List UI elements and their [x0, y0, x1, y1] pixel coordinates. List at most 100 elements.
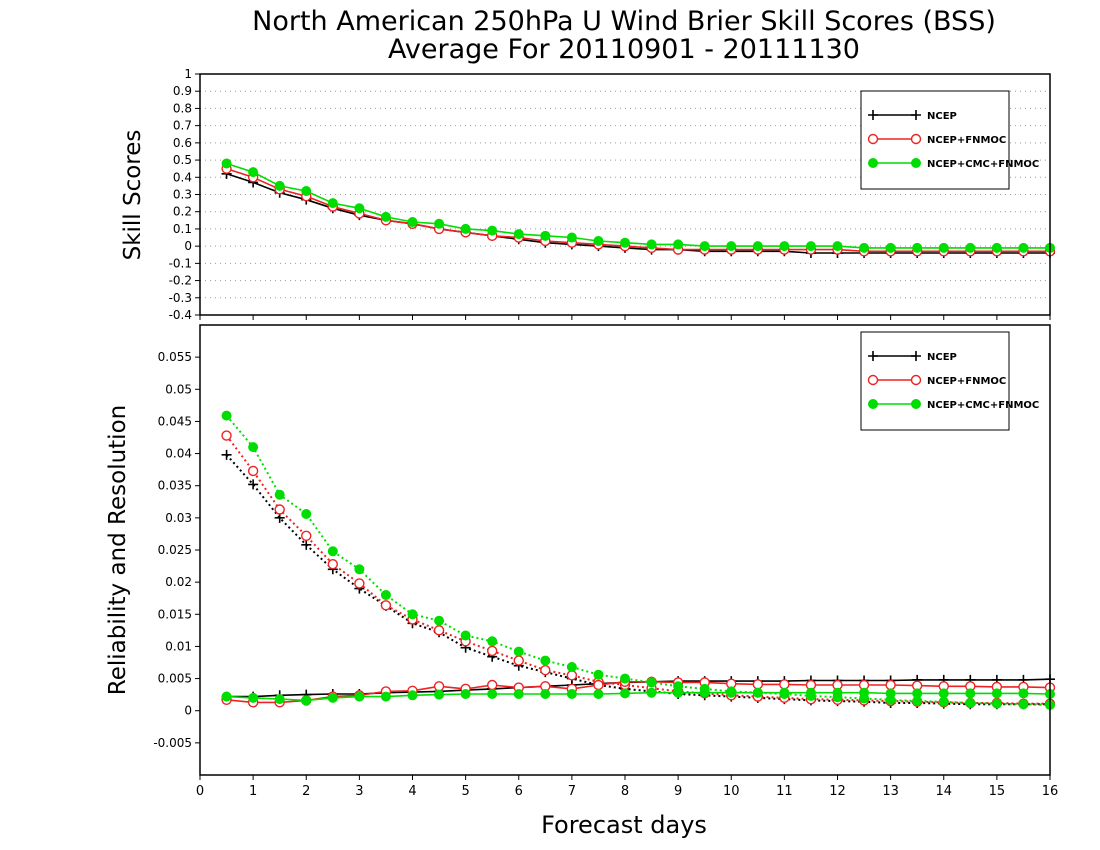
bottom-y-tick-label: 0.015 [158, 607, 192, 621]
top-point-ncep-cmc-fnmoc [938, 242, 949, 253]
top-y-tick-label: -0.3 [169, 291, 192, 305]
bottom-point-ncep-fnmoc-reliability [779, 679, 790, 690]
bottom-point-ncep-cmc-fnmoc-resolution [593, 669, 604, 680]
top-point-ncep-cmc-fnmoc [991, 242, 1002, 253]
bottom-point-ncep-cmc-fnmoc-reliability [274, 694, 285, 705]
bottom-point-ncep-cmc-fnmoc-reliability [620, 688, 630, 699]
bottom-point-ncep-cmc-fnmoc-reliability [460, 689, 471, 699]
bottom-y-tick-label: 0.045 [158, 414, 192, 428]
bottom-point-ncep-cmc-fnmoc-resolution [991, 698, 1002, 709]
bottom-y-tick-label: 0.005 [158, 672, 192, 686]
bottom-point-ncep-cmc-fnmoc-reliability [885, 688, 896, 699]
bottom-y-tick-label: 0.055 [158, 350, 192, 364]
bottom-point-ncep-fnmoc-resolution [486, 645, 498, 657]
top-point-ncep-cmc-fnmoc [593, 235, 604, 246]
top-legend-label: NCEP [927, 111, 957, 122]
bottom-point-ncep-cmc-fnmoc-reliability [566, 689, 577, 699]
top-legend-marker [867, 133, 879, 145]
bottom-y-tick-label: 0.03 [165, 511, 192, 525]
bottom-point-ncep-cmc-fnmoc-reliability [248, 692, 259, 703]
top-point-ncep-cmc-fnmoc [327, 198, 338, 209]
top-point-ncep-cmc-fnmoc [566, 232, 577, 243]
x-tick-label: 13 [882, 784, 899, 799]
bottom-y-tick-label: -0.005 [153, 736, 192, 750]
bottom-point-ncep-fnmoc-reliability [752, 679, 764, 690]
bottom-legend-label: NCEP+FNMOC [927, 376, 1006, 387]
bottom-point-ncep-cmc-fnmoc-reliability [354, 691, 365, 702]
bottom-point-ncep-fnmoc-resolution [301, 530, 312, 542]
x-tick-label: 11 [776, 784, 793, 799]
bottom-point-ncep-cmc-fnmoc-resolution [407, 609, 418, 620]
bottom-point-ncep-cmc-fnmoc-reliability [646, 687, 657, 698]
top-y-tick-label: 0.2 [173, 205, 192, 219]
bottom-point-ncep-fnmoc-reliability [593, 679, 604, 691]
bottom-point-ncep-cmc-fnmoc-reliability [938, 688, 949, 699]
bottom-point-ncep-cmc-fnmoc-reliability [327, 692, 338, 703]
bottom-y-tick-label: 0.04 [165, 447, 192, 461]
top-legend-marker [911, 110, 921, 120]
bottom-point-ncep-cmc-fnmoc-reliability [805, 687, 816, 698]
x-tick-label: 9 [674, 784, 682, 799]
x-tick-label: 14 [935, 784, 952, 799]
bottom-legend-marker [911, 399, 921, 409]
bottom-legend: NCEP NCEP+FNMOC NCEP+CMC+FNMOC [860, 331, 1039, 431]
top-y-tick-label: 0.9 [173, 84, 192, 98]
top-plot-frame [199, 73, 1051, 316]
bottom-point-ncep-cmc-fnmoc-resolution [354, 564, 365, 575]
bottom-point-ncep-fnmoc-resolution [566, 670, 578, 681]
top-point-ncep-cmc-fnmoc [620, 237, 630, 248]
top-point-ncep-cmc-fnmoc [646, 239, 657, 250]
top-y-tick-label: -0.2 [169, 274, 192, 288]
bottom-point-ncep-cmc-fnmoc-resolution [327, 546, 338, 557]
bottom-point-ncep-fnmoc-resolution [327, 558, 339, 570]
x-tick-label: 15 [989, 784, 1006, 799]
bottom-point-ncep-cmc-fnmoc-resolution [1018, 699, 1029, 710]
bottom-point-ncep-cmc-fnmoc-reliability [593, 689, 604, 699]
top-legend-marker [868, 158, 878, 168]
bottom-point-ncep-cmc-fnmoc-reliability [859, 687, 870, 698]
top-y-tick-label: 0.6 [173, 136, 192, 150]
bottom-point-ncep-fnmoc-resolution [247, 465, 259, 477]
bottom-plot-frame [199, 324, 1051, 776]
bottom-legend-box [860, 331, 1010, 431]
x-tick-label: 7 [568, 784, 576, 799]
top-y-tick-label: 0.3 [173, 188, 192, 202]
x-tick-label: 2 [302, 784, 310, 799]
top-y-tick-label: 0.7 [173, 119, 192, 133]
bottom-point-ncep-cmc-fnmoc-resolution [513, 646, 524, 657]
bottom-y-tick-label: 0.035 [158, 479, 192, 493]
x-tick-label: 10 [723, 784, 740, 799]
top-point-ncep-cmc-fnmoc [726, 241, 737, 252]
bottom-point-ncep-cmc-fnmoc-resolution [566, 662, 577, 672]
top-point-ncep-cmc-fnmoc [248, 167, 259, 178]
bottom-point-ncep-fnmoc-reliability [486, 679, 498, 691]
top-panel-y-axis-label: Skill Scores [120, 130, 146, 261]
top-y-tick-label: 0.4 [173, 170, 192, 184]
top-point-ncep-cmc-fnmoc [805, 241, 816, 252]
bottom-point-ncep-cmc-fnmoc-reliability [407, 690, 418, 701]
bottom-point-ncep-cmc-fnmoc-resolution [248, 442, 259, 453]
top-point-ncep-cmc-fnmoc [274, 180, 285, 191]
bottom-point-ncep-cmc-fnmoc-resolution [646, 677, 657, 688]
top-point-ncep-cmc-fnmoc [699, 241, 710, 252]
bottom-point-ncep-fnmoc-resolution [540, 665, 551, 676]
top-y-tick-label: 1 [184, 67, 192, 81]
top-point-ncep-cmc-fnmoc [859, 242, 870, 253]
top-y-tick-label: 0.5 [173, 153, 192, 167]
bottom-point-ncep-cmc-fnmoc-resolution [274, 489, 285, 500]
bottom-point-ncep-cmc-fnmoc-reliability [779, 687, 790, 698]
top-panel-plot: 1 0.9 0.8 0.7 0.6 0.5 0.4 0.3 0.2 0.1 0 -0.1 -0.2 -0.… [169, 67, 1056, 322]
chart-title-line2: Average For 20110901 - 20111130 [388, 34, 860, 65]
chart-title-line1: North American 250hPa U Wind Brier Skill… [252, 6, 996, 37]
x-tick-label: 6 [515, 784, 523, 799]
bottom-point-ncep-cmc-fnmoc-reliability [301, 695, 312, 706]
x-tick-label: 5 [461, 784, 469, 799]
bottom-point-ncep-cmc-fnmoc-reliability [380, 691, 391, 702]
bottom-point-ncep-cmc-fnmoc-reliability [991, 688, 1002, 699]
top-y-tick-label: -0.4 [169, 308, 192, 322]
bottom-point-ncep-cmc-fnmoc-reliability [221, 691, 232, 702]
bottom-point-ncep-fnmoc-reliability [433, 681, 445, 692]
top-point-ncep-cmc-fnmoc [832, 241, 843, 252]
top-point-ncep-cmc-fnmoc [460, 223, 471, 234]
